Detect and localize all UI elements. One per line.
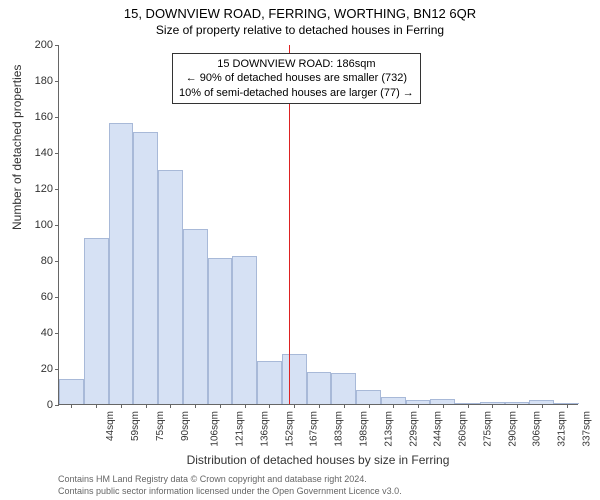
x-tick-label: 229sqm: [408, 411, 419, 447]
x-tick-label: 167sqm: [309, 411, 320, 447]
x-tick-mark: [369, 404, 370, 408]
y-tick-mark: [55, 117, 59, 118]
x-tick-mark: [319, 404, 320, 408]
y-tick-label: 160: [19, 111, 53, 123]
x-tick-label: 75sqm: [155, 411, 166, 441]
x-tick-mark: [220, 404, 221, 408]
x-tick-mark: [492, 404, 493, 408]
x-tick-label: 290sqm: [507, 411, 518, 447]
page-title: 15, DOWNVIEW ROAD, FERRING, WORTHING, BN…: [0, 0, 600, 21]
x-tick-label: 244sqm: [433, 411, 444, 447]
x-tick-label: 306sqm: [532, 411, 543, 447]
x-tick-label: 260sqm: [458, 411, 469, 447]
x-tick-mark: [443, 404, 444, 408]
y-tick-mark: [55, 225, 59, 226]
y-tick-label: 180: [19, 75, 53, 87]
y-tick-mark: [55, 405, 59, 406]
histogram-bar: [356, 390, 381, 404]
histogram-bar: [183, 229, 208, 404]
y-tick-label: 80: [19, 255, 53, 267]
x-tick-label: 136sqm: [260, 411, 271, 447]
annotation-box: 15 DOWNVIEW ROAD: 186sqm ← 90% of detach…: [172, 53, 421, 104]
y-tick-mark: [55, 153, 59, 154]
footer-copyright-2: Contains public sector information licen…: [58, 486, 402, 496]
annotation-line-3: 10% of semi-detached houses are larger (…: [179, 86, 414, 100]
x-tick-label: 121sqm: [235, 411, 246, 447]
y-tick-mark: [55, 81, 59, 82]
x-axis-label: Distribution of detached houses by size …: [58, 453, 578, 467]
y-tick-mark: [55, 189, 59, 190]
annotation-line-2: ← 90% of detached houses are smaller (73…: [179, 71, 414, 85]
footer-copyright-1: Contains HM Land Registry data © Crown c…: [58, 474, 367, 484]
x-tick-label: 106sqm: [210, 411, 221, 447]
x-tick-mark: [294, 404, 295, 408]
page-subtitle: Size of property relative to detached ho…: [0, 21, 600, 41]
y-tick-mark: [55, 297, 59, 298]
histogram-bar: [307, 372, 332, 404]
x-tick-label: 44sqm: [105, 411, 116, 441]
x-tick-mark: [468, 404, 469, 408]
histogram-bar: [133, 132, 158, 404]
x-tick-label: 198sqm: [359, 411, 370, 447]
x-tick-mark: [542, 404, 543, 408]
histogram-bar: [381, 397, 406, 404]
x-tick-label: 90sqm: [180, 411, 191, 441]
histogram-bar: [331, 373, 356, 404]
x-tick-label: 321sqm: [557, 411, 568, 447]
y-tick-label: 140: [19, 147, 53, 159]
histogram-bar: [158, 170, 183, 404]
histogram-bar: [84, 238, 109, 404]
x-tick-label: 213sqm: [383, 411, 394, 447]
histogram-bar: [59, 379, 84, 404]
x-tick-label: 152sqm: [284, 411, 295, 447]
x-tick-mark: [393, 404, 394, 408]
x-tick-mark: [71, 404, 72, 408]
y-tick-label: 100: [19, 219, 53, 231]
y-tick-label: 120: [19, 183, 53, 195]
y-tick-mark: [55, 45, 59, 46]
x-tick-mark: [567, 404, 568, 408]
annotation-line-1: 15 DOWNVIEW ROAD: 186sqm: [179, 57, 414, 71]
x-tick-mark: [96, 404, 97, 408]
y-tick-mark: [55, 333, 59, 334]
x-tick-label: 337sqm: [581, 411, 592, 447]
x-tick-mark: [195, 404, 196, 408]
x-tick-mark: [146, 404, 147, 408]
x-tick-mark: [344, 404, 345, 408]
histogram-bar: [208, 258, 233, 404]
x-tick-mark: [121, 404, 122, 408]
y-tick-mark: [55, 261, 59, 262]
y-tick-label: 40: [19, 327, 53, 339]
y-tick-label: 20: [19, 363, 53, 375]
x-tick-mark: [269, 404, 270, 408]
x-tick-mark: [245, 404, 246, 408]
histogram-chart: 02040608010012014016018020044sqm59sqm75s…: [58, 45, 578, 405]
y-tick-label: 60: [19, 291, 53, 303]
x-tick-mark: [517, 404, 518, 408]
x-tick-label: 183sqm: [334, 411, 345, 447]
y-tick-label: 0: [19, 399, 53, 411]
y-tick-mark: [55, 369, 59, 370]
x-tick-label: 275sqm: [482, 411, 493, 447]
histogram-bar: [232, 256, 257, 404]
x-tick-mark: [170, 404, 171, 408]
x-tick-mark: [418, 404, 419, 408]
histogram-bar: [257, 361, 282, 404]
histogram-bar: [109, 123, 134, 404]
histogram-bar: [282, 354, 307, 404]
x-tick-label: 59sqm: [130, 411, 141, 441]
y-tick-label: 200: [19, 39, 53, 51]
